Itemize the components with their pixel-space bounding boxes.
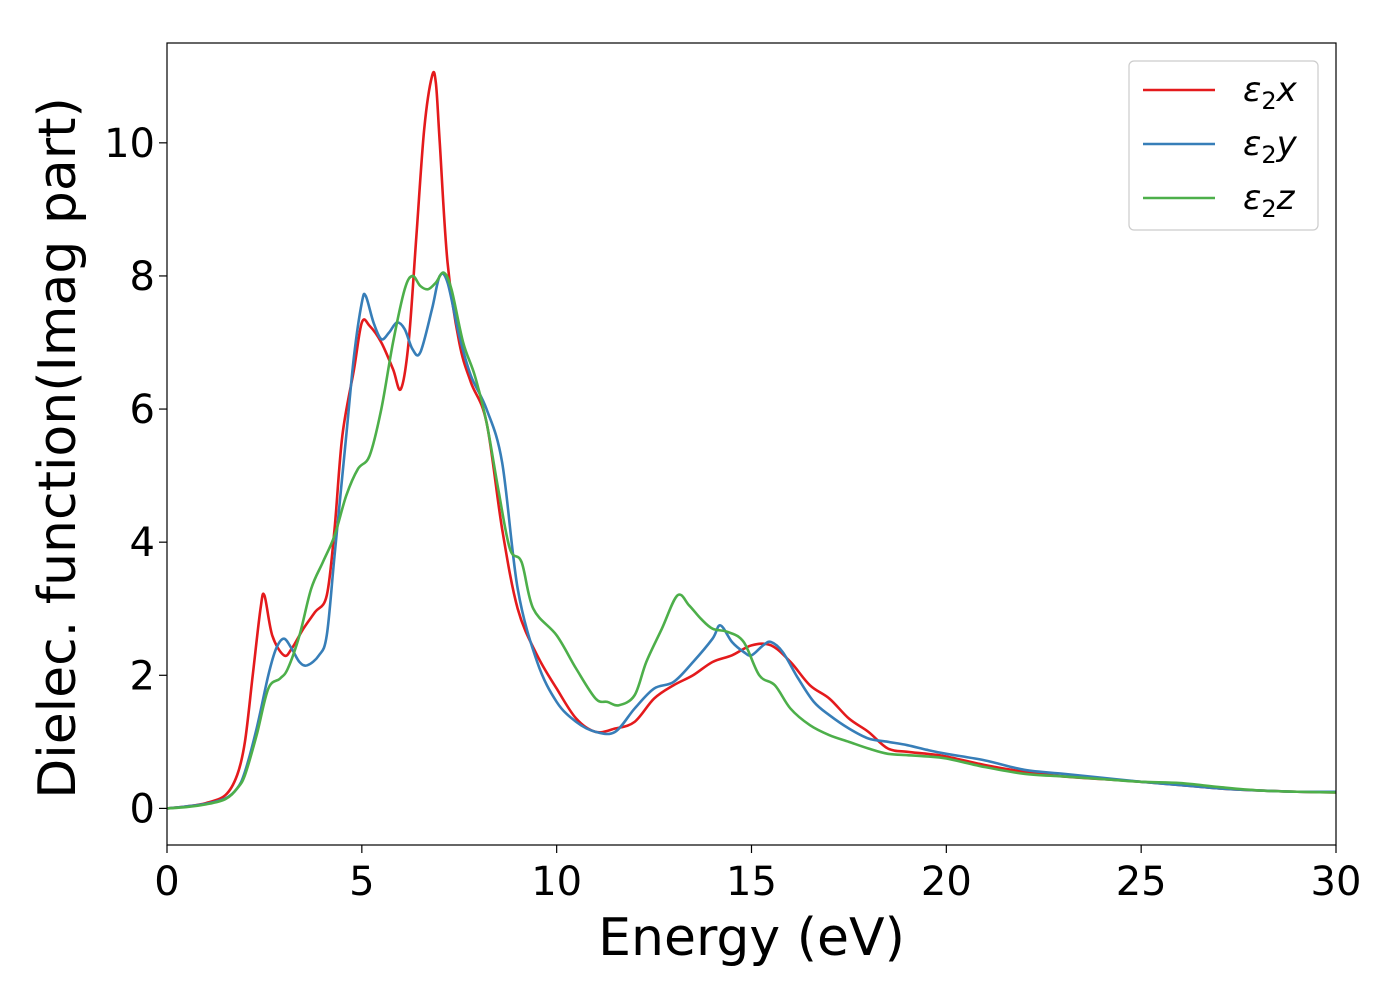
x-tick-label: 25 (1116, 859, 1167, 905)
x-tick-label: 10 (531, 859, 582, 905)
series-line-y (167, 272, 1336, 810)
plot-lines (167, 70, 1336, 810)
y-tick-label: 6 (130, 387, 155, 433)
legend-label-z: ε2z (1243, 178, 1296, 223)
x-axis-ticks: 0 5 10 15 20 25 30 (154, 845, 1361, 905)
legend-label-y: ε2y (1243, 124, 1298, 169)
x-tick-label: 20 (921, 859, 972, 905)
legend: ε2x ε2y ε2z (1128, 60, 1319, 231)
legend-label-x: ε2x (1243, 70, 1298, 115)
y-tick-label: 2 (130, 653, 155, 699)
y-axis-ticks: 0 2 4 6 8 10 (104, 121, 167, 832)
x-tick-label: 30 (1311, 859, 1362, 905)
x-tick-label: 15 (726, 859, 777, 905)
y-tick-label: 8 (130, 254, 155, 300)
x-tick-label: 0 (154, 859, 179, 905)
y-axis-label: Dielec. function(Imag part) (28, 97, 88, 799)
y-tick-label: 0 (130, 786, 155, 832)
x-tick-label: 5 (349, 859, 374, 905)
legend-box (1128, 60, 1319, 231)
y-tick-label: 10 (104, 121, 155, 167)
y-tick-label: 4 (130, 520, 155, 566)
x-axis-label: Energy (eV) (598, 908, 905, 968)
series-line-z (167, 271, 1336, 810)
